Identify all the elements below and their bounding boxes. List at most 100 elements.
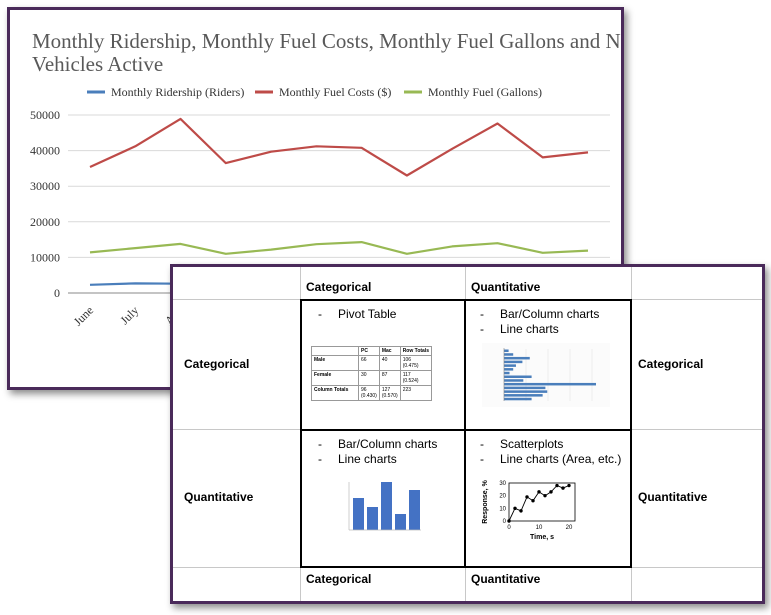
cell-item: - Bar/Column charts [318,437,437,451]
right-label-quantitative: Quantitative [638,490,708,504]
y-tick-label: 30000 [30,179,60,193]
pivot-cell: 40 [378,355,401,371]
pivot-cell: 117 (0.524) [399,370,432,386]
col-header-quantitative: Quantitative [471,280,541,294]
scatter-y-tick-label: 30 [499,481,506,487]
bullet-dash: - [318,437,322,451]
bullet-dash: - [480,452,484,466]
pivot-cell: 66 [358,355,380,371]
series-line [89,241,589,255]
y-tick-label: 50000 [30,108,60,122]
chart-type-matrix-card: Categorical Quantitative Categorical Qua… [170,264,765,604]
mini-bar [504,382,596,386]
matrix-border [300,566,632,568]
bullet-dash: - [318,307,322,321]
pivot-cell: 223 [399,385,432,401]
scatter-point [507,519,511,523]
scatter-frame [508,482,576,522]
mini-bar [504,360,523,364]
pivot-cell: 127 (0.570) [378,385,401,401]
mini-column [395,514,406,530]
mini-bar [504,368,514,371]
cell-item: - Line charts [318,452,397,466]
scatter-point [561,486,565,490]
mini-bar [504,356,530,360]
scatter-point [519,509,523,513]
footer-label-categorical: Categorical [306,572,372,586]
col-header-categorical: Categorical [306,280,372,294]
pivot-table-thumbnail: PC Mac Row Totals Male 66 40 106 (0.475) Female… [311,346,432,401]
mini-column [353,498,364,530]
row-header-categorical: Categorical [184,357,250,371]
matrix-border [464,299,466,568]
pivot-header-cell: Mac [378,346,401,356]
item-label: Line charts [500,322,559,336]
y-tick-label: 20000 [30,215,60,229]
mini-bar [504,386,546,390]
bullet-dash: - [480,322,484,336]
scatter-point [537,490,541,494]
pivot-cell: Male [311,355,359,371]
scatter-y-tick-label: 20 [499,494,506,500]
pivot-cell: 30 [358,370,380,386]
matrix-border [300,429,632,431]
pivot-cell: 96 (0.430) [358,385,380,401]
mini-bar [504,390,548,393]
y-tick-label: 10000 [30,250,60,264]
scatter-x-tick-label: 20 [566,525,573,531]
item-label: Bar/Column charts [500,307,600,321]
item-label: Pivot Table [338,307,397,321]
cell-item: - Scatterplots [480,437,563,451]
mini-bar [504,394,543,397]
legend-label: Monthly Fuel Costs ($) [279,85,391,99]
mini-column [367,507,378,530]
scatter-point [555,483,559,488]
chart-title: Monthly Ridership, Monthly Fuel Costs, M… [32,29,621,76]
cell-item: - Bar/Column charts [480,307,599,321]
right-label-categorical: Categorical [638,357,704,371]
legend-label: Monthly Ridership (Riders) [111,85,244,99]
mini-bar-chart-thumbnail [482,343,610,407]
mini-column-chart-thumbnail [348,482,421,531]
bullet-dash: - [480,437,484,451]
mini-bar [504,364,516,367]
pivot-cell: 106 (0.475) [399,355,432,371]
pivot-cell: Female [311,370,359,386]
matrix-border [300,299,302,568]
mini-chart-background [482,343,610,407]
mini-bar [504,349,509,353]
scatter-point [531,499,535,503]
cell-item: - Line charts [480,322,559,336]
x-tick-label: July [117,303,141,327]
row-header-quantitative: Quantitative [184,490,254,504]
y-tick-label: 0 [54,286,60,300]
item-label: Line charts [338,452,397,466]
scatter-point [513,506,517,511]
bullet-dash: - [480,307,484,321]
y-tick-label: 40000 [30,144,60,158]
scatter-point [543,493,547,498]
pivot-header-cell [311,346,359,356]
scatter-point [567,483,571,488]
matrix-border [300,299,632,301]
scatter-point [525,495,529,499]
mini-column [409,490,420,530]
mini-bar [504,397,532,401]
bullet-dash: - [318,452,322,466]
item-label: Line charts (Area, etc.) [500,452,622,466]
footer-label-quantitative: Quantitative [471,572,541,586]
legend-label: Monthly Fuel (Gallons) [428,85,542,99]
scatter-y-tick-label: 0 [503,519,507,525]
item-label: Bar/Column charts [338,437,438,451]
cell-item: - Line charts (Area, etc.) [480,452,621,466]
matrix-border [630,299,632,568]
series-line [89,117,589,177]
mini-scatterplot-thumbnail: 0 10 20 0 10 20 30 Time, s Response, % [482,479,576,541]
scatter-point [549,490,553,494]
mini-column [381,482,392,530]
pivot-cell: Column Totals [311,385,359,401]
x-tick-label: June [71,303,96,328]
scatter-x-axis-label: Time, s [530,534,554,541]
scatter-y-tick-label: 10 [499,506,506,512]
cell-item: - Pivot Table [318,307,396,321]
